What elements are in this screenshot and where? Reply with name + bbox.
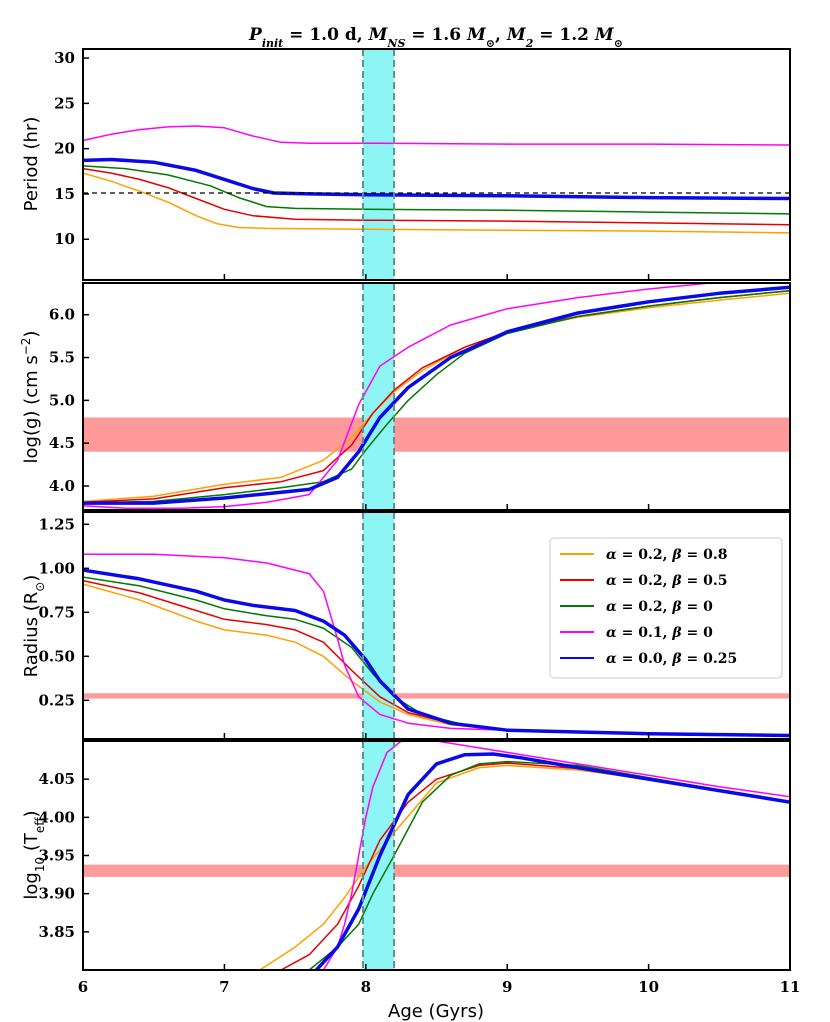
series-line-5 [83,285,790,505]
ytick-label: 10 [54,230,75,248]
axes-frame [82,740,791,971]
panel-logg: 4.0 4.5 5.0 5.5 6.0 [49,282,791,511]
ytick-label: 0.25 [38,691,75,709]
ytick-label: 6.0 [49,306,75,324]
ytick-label: 4.5 [49,434,75,452]
ytick-label: 0.50 [38,647,75,665]
legend-label-1: α = 0.2, β = 0.8 [606,547,728,563]
xlabel: Age (Gyrs) [388,1001,484,1022]
ytick-label: 4.00 [38,808,75,826]
axes-frame [82,511,791,740]
ytick-label: 3.95 [38,847,75,865]
legend-label-4: α = 0.1, β = 0 [606,625,713,641]
legend-label-5: α = 0.0, β = 0.25 [606,651,737,667]
legend-label-2: α = 0.2, β = 0.5 [606,573,728,589]
xtick-label: 9 [502,978,512,996]
axes-frame [82,48,791,281]
series-line-5 [83,157,790,201]
xtick-label: 11 [780,978,801,996]
xtick-label: 7 [219,978,229,996]
ytick-label: 5.0 [49,391,75,409]
ytick-label: 4.05 [38,770,75,788]
axes-frame [82,282,791,511]
chart-title: Pinit = 1.0 d, MNS = 1.6 M⊙, M2 = 1.2 M⊙ [248,25,623,50]
observed-band [83,864,790,877]
series-line-2 [83,167,790,226]
xtick-label: 6 [78,978,88,996]
ylabel-teff: log10 (Teff) [21,810,47,899]
ytick-label: 1.00 [38,559,75,577]
series-line-2 [83,289,790,504]
series-line-1 [83,292,790,503]
series-line-5 [83,568,790,738]
ytick-label: 4.0 [49,477,75,495]
ytick-label: 3.85 [38,923,75,941]
series-line-5 [314,752,790,970]
ylabel-logg: log(g) (cm s−2) [19,331,42,464]
panel-period: 10 15 20 25 30 [54,48,791,281]
ytick-label: 25 [54,94,75,112]
legend-box [549,537,783,679]
series-line-4 [83,553,790,737]
panel-teff: 3.85 3.90 3.95 4.00 4.05 6 7 8 9 10 11 [38,740,801,996]
series-line-1 [83,172,790,234]
series-line-4 [322,741,790,970]
ylabel-period: Period (hr) [21,117,42,212]
observed-band [83,693,790,699]
ytick-label: 30 [54,49,75,67]
series-line-3 [83,165,790,215]
age-band [362,49,395,280]
xtick-label: 10 [638,978,659,996]
xtick-label: 8 [361,978,371,996]
legend: α = 0.2, β = 0.8 α = 0.2, β = 0.5 α = 0.2,… [549,537,783,679]
series-line-3 [83,289,790,504]
series-line-4 [83,125,790,146]
ytick-label: 15 [54,185,75,203]
legend-label-3: α = 0.2, β = 0 [606,599,713,615]
observed-band [83,417,790,452]
ytick-label: 5.5 [49,349,75,367]
panel-radius: 0.25 0.50 0.75 1.00 1.25 [38,511,791,740]
ytick-label: 3.90 [38,885,75,903]
series-line-4 [83,283,718,510]
ytick-label: 20 [54,140,75,158]
ytick-label: 1.25 [38,515,75,533]
ytick-label: 0.75 [38,603,75,621]
